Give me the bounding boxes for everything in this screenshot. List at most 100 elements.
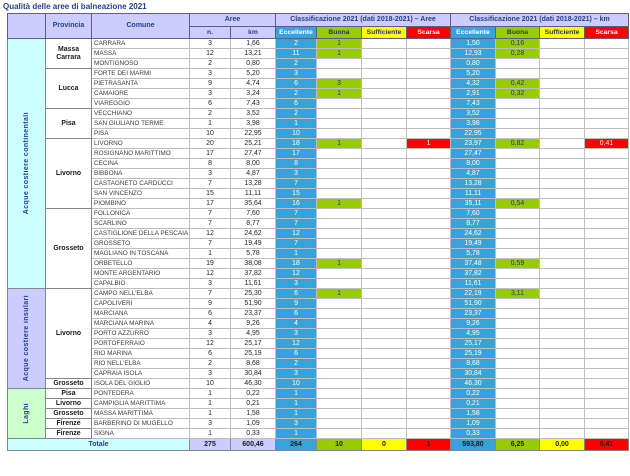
class-aree-scarsa-cell — [406, 378, 451, 389]
class-km-buona-cell — [495, 68, 540, 79]
total-row: Totale 275 600,46 264 10 0 1 593,80 6,25 0,00 0,41 — [7, 438, 629, 451]
header-comune: Comune — [91, 13, 190, 39]
aree-km-cell: 38,08 — [230, 258, 276, 269]
class-km-scarsa-cell — [584, 278, 629, 289]
aree-km-cell: 3,52 — [230, 108, 276, 119]
comune-cell: CASTAGNETO CARDUCCI — [91, 178, 190, 189]
aree-km-cell: 3,24 — [230, 88, 276, 99]
class-aree-buona-cell — [316, 268, 362, 279]
class-km-scarsa-cell — [584, 298, 629, 309]
table-row: Grosseto MASSA MARITTIMA 1 1,58 1 1,58 — [8, 408, 629, 419]
aree-n-cell: 3 — [189, 368, 231, 379]
aree-km-cell: 8,77 — [230, 218, 276, 229]
class-aree-eccellente-cell: 7 — [275, 218, 317, 229]
class-aree-sufficiente-cell — [361, 328, 407, 339]
class-aree-scarsa-cell — [406, 198, 451, 209]
class-aree-sufficiente-cell — [361, 188, 407, 199]
class-km-eccellente-cell: 1,58 — [450, 408, 496, 419]
class-km-buona-cell — [495, 58, 540, 69]
class-km-scarsa-cell — [584, 218, 629, 229]
class-aree-scarsa-cell — [406, 398, 451, 409]
comune-cell: MARCIANA MARINA — [91, 318, 190, 329]
comune-cell: CARRARA — [91, 38, 190, 49]
aree-km-cell: 1,09 — [230, 418, 276, 429]
class-km-eccellente-cell: 1,09 — [450, 418, 496, 429]
aree-n-cell: 6 — [189, 348, 231, 359]
class-aree-buona-cell: 1 — [316, 198, 362, 209]
comune-cell: BARBERINO DI MUGELLO — [91, 418, 190, 429]
class-km-buona-cell — [495, 398, 540, 409]
class-km-scarsa-cell — [584, 88, 629, 99]
aree-km-cell: 8,00 — [230, 158, 276, 169]
section-label: Laghi — [22, 403, 30, 424]
provincia-cell: Livorno — [45, 398, 92, 409]
class-aree-sufficiente-cell — [361, 168, 407, 179]
class-aree-scarsa-cell — [406, 408, 451, 419]
header-km-sufficiente: Sufficiente — [539, 26, 585, 39]
class-km-scarsa-cell — [584, 348, 629, 359]
provincia-cell: Grosseto — [45, 408, 92, 419]
class-km-sufficiente-cell — [539, 328, 585, 339]
class-aree-buona-cell — [316, 248, 362, 259]
provincia-cell: Lucca — [45, 68, 92, 109]
class-aree-eccellente-cell: 3 — [275, 418, 317, 429]
class-aree-scarsa-cell — [406, 278, 451, 289]
class-aree-sufficiente-cell — [361, 368, 407, 379]
class-km-eccellente-cell: 0,21 — [450, 398, 496, 409]
class-km-sufficiente-cell — [539, 378, 585, 389]
class-aree-eccellente-cell: 6 — [275, 348, 317, 359]
table-row: PISA 10 22,95 10 22,95 — [8, 128, 629, 139]
class-aree-buona-cell — [316, 148, 362, 159]
class-km-eccellente-cell: 35,11 — [450, 198, 496, 209]
table-row: CECINA 8 8,00 8 8,00 — [8, 158, 629, 169]
class-aree-scarsa-cell — [406, 288, 451, 299]
class-km-eccellente-cell: 27,47 — [450, 148, 496, 159]
class-km-eccellente-cell: 0,33 — [450, 428, 496, 439]
class-aree-eccellente-cell: 7 — [275, 178, 317, 189]
class-aree-buona-cell — [316, 218, 362, 229]
class-aree-eccellente-cell: 2 — [275, 88, 317, 99]
class-aree-sufficiente-cell — [361, 388, 407, 399]
class-aree-buona-cell — [316, 428, 362, 439]
comune-cell: ORBETELLO — [91, 258, 190, 269]
aree-n-cell: 1 — [189, 408, 231, 419]
class-aree-sufficiente-cell — [361, 418, 407, 429]
class-aree-eccellente-cell: 9 — [275, 298, 317, 309]
aree-n-cell: 15 — [189, 188, 231, 199]
section-cell: Acque costiere continentali — [7, 38, 46, 289]
header-aree-eccellente: Eccellente — [275, 26, 317, 39]
class-aree-eccellente-cell: 1 — [275, 248, 317, 259]
class-km-eccellente-cell: 3,52 — [450, 108, 496, 119]
header-aree-scarsa: Scarsa — [406, 26, 451, 39]
class-aree-buona-cell — [316, 368, 362, 379]
table-row: ORBETELLO 19 38,08 18 1 37,48 0,59 — [8, 258, 629, 269]
comune-cell: CAPALBIO — [91, 278, 190, 289]
aree-km-cell: 27,47 — [230, 148, 276, 159]
comune-cell: GROSSETO — [91, 238, 190, 249]
class-km-sufficiente-cell — [539, 338, 585, 349]
table-row: BIBBONA 3 4,87 3 4,87 — [8, 168, 629, 179]
class-km-buona-cell — [495, 308, 540, 319]
class-km-scarsa-cell — [584, 78, 629, 89]
aree-km-cell: 51,90 — [230, 298, 276, 309]
comune-cell: RIO MARINA — [91, 348, 190, 359]
class-km-buona-cell — [495, 278, 540, 289]
class-km-sufficiente-cell — [539, 298, 585, 309]
comune-cell: SAN VINCENZO — [91, 188, 190, 199]
aree-km-cell: 46,30 — [230, 378, 276, 389]
class-km-buona-cell: 0,42 — [495, 78, 540, 89]
class-km-sufficiente-cell — [539, 428, 585, 439]
comune-cell: PIETRASANTA — [91, 78, 190, 89]
total-class-km-eccellente-cell: 593,80 — [450, 438, 496, 451]
class-aree-scarsa-cell — [406, 108, 451, 119]
class-aree-eccellente-cell: 4 — [275, 318, 317, 329]
header-class-aree-group: Classificazione 2021 (dati 2018-2021) – … — [275, 13, 451, 27]
class-km-eccellente-cell: 2,91 — [450, 88, 496, 99]
class-aree-scarsa-cell — [406, 118, 451, 129]
class-aree-eccellente-cell: 6 — [275, 98, 317, 109]
class-km-eccellente-cell: 25,19 — [450, 348, 496, 359]
class-km-eccellente-cell: 23,97 — [450, 138, 496, 149]
class-aree-sufficiente-cell — [361, 358, 407, 369]
class-km-buona-cell — [495, 368, 540, 379]
comune-cell: MONTE ARGENTARIO — [91, 268, 190, 279]
